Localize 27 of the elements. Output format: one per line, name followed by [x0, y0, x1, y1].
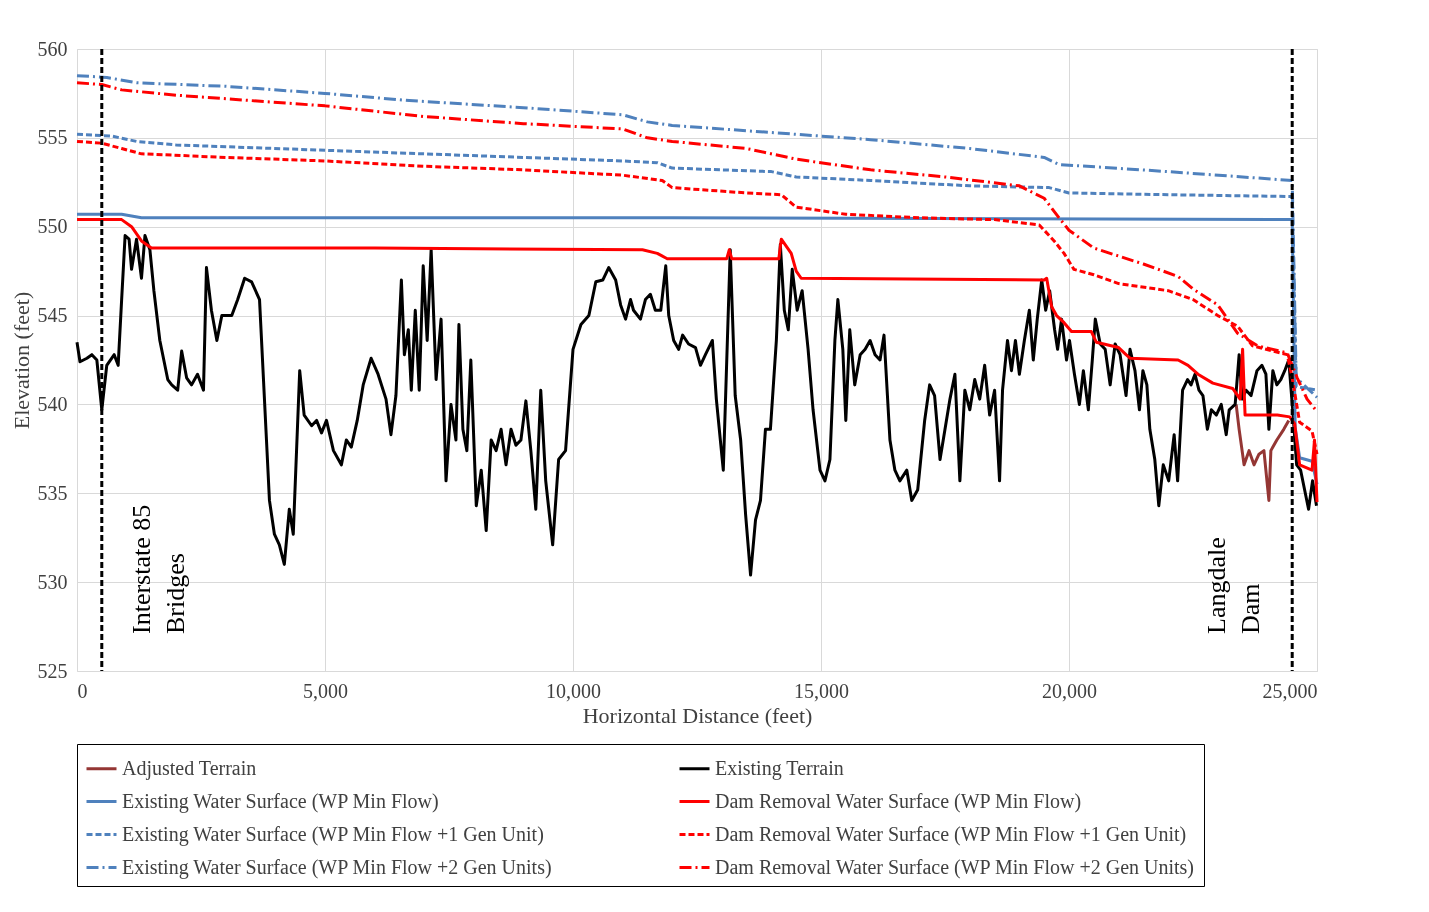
legend-label: Dam Removal Water Surface (WP Min Flow +1 Gen Unit): [715, 822, 1187, 846]
x-axis-title: Horizontal Distance (feet): [582, 702, 813, 728]
x-tick-label: 25,000: [1262, 679, 1318, 702]
y-tick-label: 530: [37, 570, 68, 593]
legend-label: Existing Water Surface (WP Min Flow): [122, 789, 439, 813]
y-tick-label: 540: [37, 392, 68, 415]
y-axis-title: Elevation (feet): [8, 291, 34, 430]
y-tick-label: 555: [37, 126, 68, 149]
ref-line-label: Interstate 85 Bridges: [126, 504, 190, 634]
y-tick-label: 550: [37, 215, 68, 238]
legend-label: Dam Removal Water Surface (WP Min Flow): [715, 789, 1082, 813]
ref-line-label: Langdale Dam: [1202, 537, 1266, 634]
legend-label: Existing Water Surface (WP Min Flow +2 Gen Units): [122, 855, 552, 879]
x-tick-label: 15,000: [794, 679, 849, 702]
y-tick-label: 560: [37, 37, 68, 60]
y-tick-label: 545: [37, 304, 68, 327]
legend-label: Existing Water Surface (WP Min Flow +1 Gen Unit): [122, 822, 544, 846]
x-tick-label: 0: [77, 679, 88, 702]
x-tick-label: 10,000: [546, 679, 601, 702]
legend-label: Adjusted Terrain: [122, 756, 257, 780]
x-tick-label: 20,000: [1042, 679, 1097, 702]
y-tick-label: 535: [37, 481, 68, 504]
legend-label: Dam Removal Water Surface (WP Min Flow +2 Gen Units): [715, 855, 1195, 879]
line-series: [1234, 402, 1291, 502]
legend-label: Existing Terrain: [715, 756, 844, 780]
x-tick-label: 5,000: [303, 679, 348, 702]
y-tick-label: 525: [37, 659, 68, 682]
